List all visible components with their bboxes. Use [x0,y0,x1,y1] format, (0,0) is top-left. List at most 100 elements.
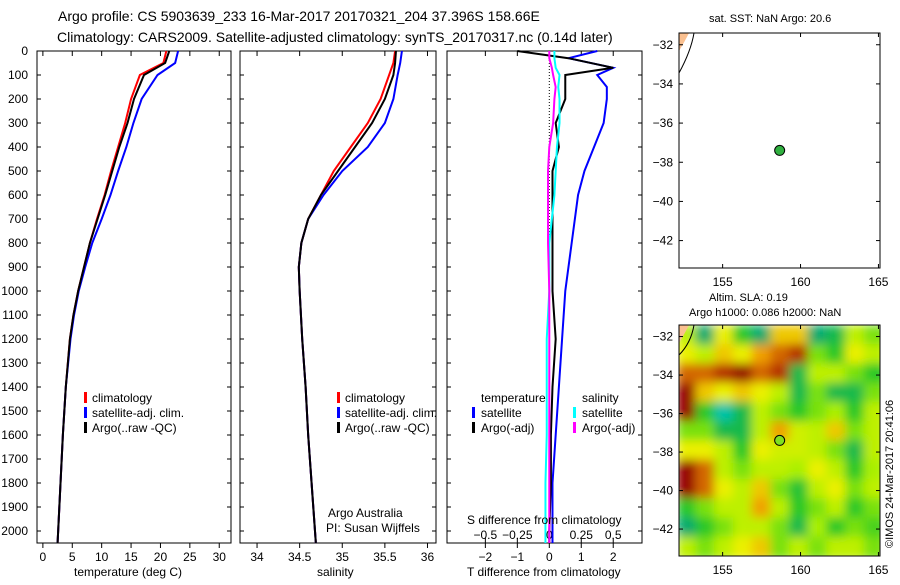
lat-tick-label: −40 [653,484,674,498]
x-tick-label: 15 [124,550,138,564]
sla-cell [845,421,869,445]
depth-tick-label: 1100 [2,308,28,322]
temp-xlabel: temperature (deg C) [74,565,182,579]
diff-x2label: S difference from climatology [467,513,622,527]
sla-cells [679,325,880,556]
sla-cell [714,536,738,556]
lat-tick-label: −34 [653,368,674,382]
sla-cell [826,363,850,387]
sla-cell [863,478,880,503]
sla-cell [679,517,700,541]
sla-cell [845,478,869,503]
sla-cell [863,459,880,483]
sla-cell [788,382,813,406]
sla-cell [845,459,869,483]
x-tick-label: 10 [95,550,109,564]
sla-cell [770,401,794,426]
sla-cell [751,401,775,426]
coastline [678,32,695,74]
legend-swatch-satellite [337,407,340,418]
sla-cell [807,498,831,522]
map1-title: sat. SST: NaN Argo: 20.6 [709,13,831,25]
sla-cell [695,440,719,464]
sla-cell [714,401,738,426]
sla-cell [863,536,880,556]
x2-tick-label: −0.25 [502,528,533,542]
lon-tick-label: 165 [868,563,888,577]
sla-cell [788,517,813,541]
sla-cell [863,498,880,522]
sla-cell [807,363,831,387]
sla-cell [807,421,831,445]
depth-tick-label: 200 [8,92,28,106]
legend-swatch-argo [84,422,87,433]
legend-label-climatology: climatology [345,391,405,405]
sla-cell [714,421,738,445]
depth-tick-label: 700 [8,212,28,226]
sla-cell [788,478,813,503]
sla-cell [714,440,738,464]
sla-cell [679,382,700,406]
sla-cell [826,459,850,483]
sla-cell [807,517,831,541]
depth-tick-label: 500 [8,164,28,178]
depth-tick-label: 1700 [1,452,28,466]
sla-cell [679,344,700,368]
sla-cell [788,440,813,464]
sla-cell [732,421,757,445]
copyright-text: ©IMOS 24-Mar-2017 20:41:06 [884,400,896,548]
land [679,33,689,51]
plot-frame [239,50,437,544]
sla-cell [695,498,719,522]
depth-tick-label: 2000 [1,524,28,538]
x-tick-label: 36 [421,550,435,564]
depth-tick-label: 1500 [1,404,28,418]
sla-cell [770,325,794,349]
sla-cell [845,498,869,522]
sla-cell [770,478,794,503]
x-tick-label: 34.5 [288,550,312,564]
series-argo [297,50,397,544]
argo-float-marker [774,144,786,156]
depth-tick-label: 800 [8,236,28,250]
depth-tick-label: 1800 [1,476,28,490]
sla-cell [695,478,719,503]
sla-cell [845,536,869,556]
map2-title: Altim. SLA: 0.19 [709,292,788,304]
diff-xlabel: T difference from climatology [467,565,621,579]
sla-cell [751,363,775,387]
depth-tick-label: 1600 [1,428,28,442]
sla-cell [695,421,719,445]
x-tick-label: 34 [250,550,264,564]
lon-tick-label: 160 [791,563,811,577]
diff-legend: temperature satellite Argo(-adj) salinit… [472,391,635,435]
sla-cell [714,478,738,503]
lon-tick-label: 165 [868,275,888,289]
x-tick-label: 2 [610,550,617,564]
series-climatology [297,50,397,544]
x-tick-label: 1 [578,550,585,564]
sla-cell [679,498,700,522]
profile-legend-sal: climatology satellite-adj. clim. Argo(..… [337,391,437,435]
sla-cell [788,325,813,349]
legend-sal-satellite: satellite [582,406,623,420]
sla-cell [788,421,813,445]
depth-tick-label: 600 [8,188,28,202]
sla-cell [770,536,794,556]
depth-tick-label: 0 [21,44,28,58]
legend-swatch-climatology [84,392,87,403]
sla-cell [826,498,850,522]
depth-tick-label: 1400 [1,380,28,394]
sla-cell [863,344,880,368]
sla-cell [826,536,850,556]
x-tick-label: 5 [69,550,76,564]
sla-cell [695,325,719,349]
map-frame [678,32,881,269]
sla-cell [845,363,869,387]
sla-cell [732,363,757,387]
title-line-2: Climatology: CARS2009. Satellite-adjuste… [57,29,613,45]
sla-cell [770,440,794,464]
sla-cell [826,325,850,349]
lat-tick-label: −36 [653,407,674,421]
